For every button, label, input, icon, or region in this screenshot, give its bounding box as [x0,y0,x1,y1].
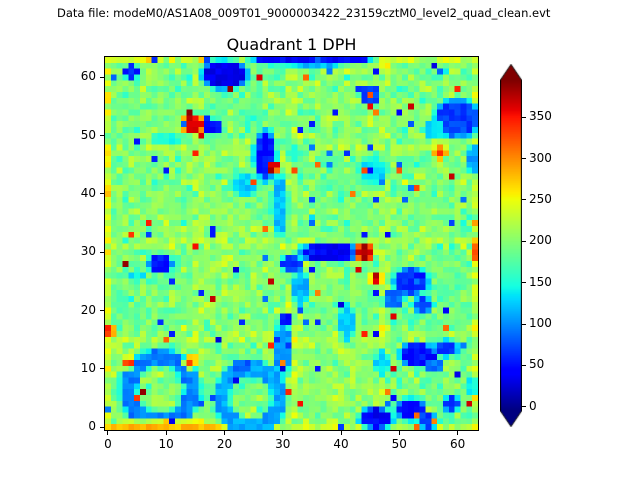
colorbar-tick-mark [522,282,526,284]
y-tick-mark [100,135,104,137]
colorbar-tick-mark [522,240,526,242]
y-tick-label: 40 [80,185,96,200]
y-tick-mark [100,193,104,195]
colorbar-tick-label: 50 [529,357,545,372]
x-tick-mark [398,431,400,435]
colorbar-tick-label: 100 [529,316,552,331]
x-tick-label: 30 [275,437,291,451]
x-tick-label: 60 [449,437,466,451]
x-tick-label: 20 [216,437,233,451]
y-tick-mark [100,426,104,428]
y-tick-label: 0 [88,419,96,434]
x-tick-mark [282,431,284,435]
chart-title: Quadrant 1 DPH [226,35,357,54]
y-tick-mark [100,310,104,312]
colorbar-tick-mark [522,116,526,118]
x-tick-mark [340,431,342,435]
x-tick-mark [457,431,459,435]
colorbar-tick-label: 300 [529,150,552,165]
colorbar-tick-label: 250 [529,191,552,206]
y-tick-label: 30 [80,244,96,259]
datafile-label: Data file: modeM0/AS1A08_009T01_90000034… [57,6,551,20]
colorbar [500,64,522,427]
heatmap-canvas [104,56,479,431]
y-tick-mark [100,76,104,78]
x-tick-label: 50 [391,437,407,451]
y-tick-label: 60 [80,69,96,84]
x-tick-label: 10 [158,437,174,451]
x-tick-mark [223,431,225,435]
colorbar-tick-mark [522,406,526,408]
x-tick-label: 40 [333,437,349,451]
y-tick-mark [100,251,104,253]
x-tick-mark [165,431,167,435]
y-tick-label: 10 [80,360,96,375]
colorbar-tick-mark [522,364,526,366]
y-tick-label: 20 [80,302,96,317]
colorbar-tick-mark [522,199,526,201]
colorbar-tick-mark [522,323,526,325]
colorbar-tick-label: 200 [529,233,552,248]
x-tick-label: 0 [104,437,112,451]
x-tick-mark [107,431,109,435]
y-tick-mark [100,368,104,370]
colorbar-tick-label: 0 [529,398,537,413]
colorbar-tick-label: 350 [529,109,552,124]
colorbar-tick-mark [522,158,526,160]
colorbar-tick-label: 150 [529,274,552,289]
y-tick-label: 50 [80,127,96,142]
